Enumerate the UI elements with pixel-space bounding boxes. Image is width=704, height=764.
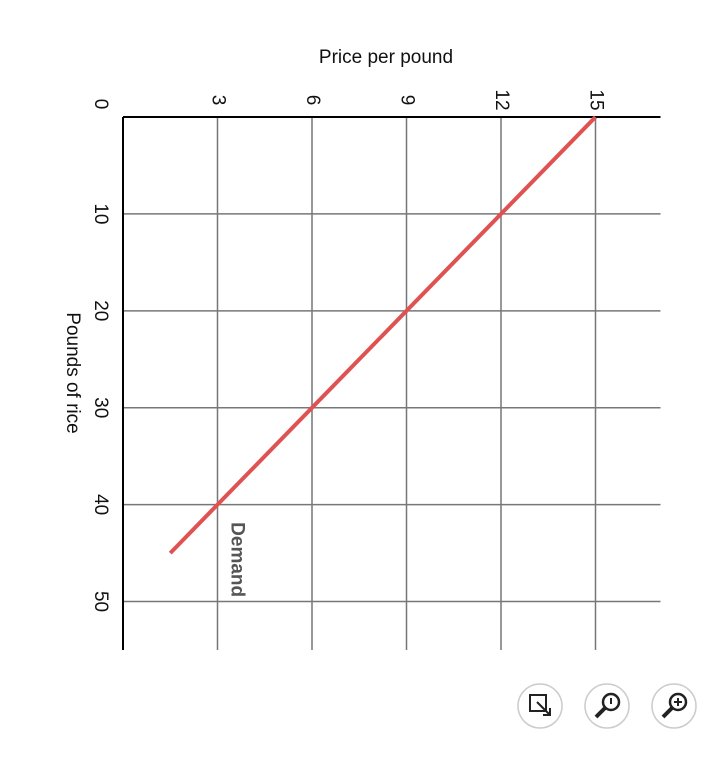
plot: 3 6 9 12 15 0 10 20 30 40 50 Demand xyxy=(90,89,661,650)
y-tick-label: 30 xyxy=(90,397,111,418)
x-tick-label: 12 xyxy=(491,89,512,110)
series-label: Demand xyxy=(226,522,247,597)
y-axis-title: Pounds of rice xyxy=(62,312,83,433)
y-tick-label: 20 xyxy=(90,300,111,321)
zoom-buttons xyxy=(517,683,697,729)
y-tick-label: 0 xyxy=(90,99,111,110)
y-tick-label: 10 xyxy=(90,203,111,224)
x-tick-label: 15 xyxy=(585,89,606,110)
x-tick-label: 6 xyxy=(302,95,323,106)
y-tick-label: 40 xyxy=(90,494,111,515)
x-tick-label: 3 xyxy=(207,95,228,106)
zoom-in-button[interactable] xyxy=(651,683,697,729)
x-tick-label: 9 xyxy=(396,95,417,106)
y-tick-label: 50 xyxy=(90,591,111,612)
zoom-out-button[interactable] xyxy=(584,683,630,729)
reset-button[interactable] xyxy=(517,683,563,729)
demand-line xyxy=(168,115,597,555)
x-axis-title: Price per pound xyxy=(319,47,453,68)
